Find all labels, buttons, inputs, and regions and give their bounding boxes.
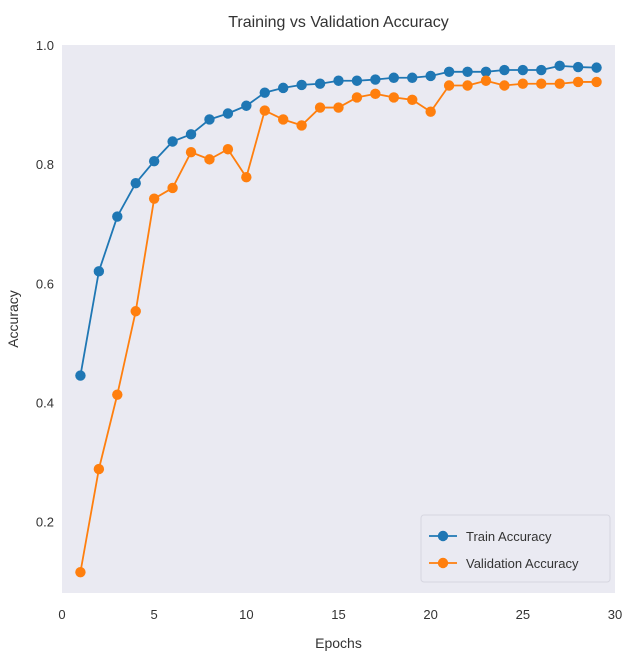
validation-accuracy-point [222,144,234,155]
validation-series [75,75,602,578]
train-accuracy-point [499,64,510,76]
legend: Train Accuracy Validation Accuracy [420,514,611,583]
axes-layer: 0 5 10 15 20 25 30 0.2 0.4 0.6 0.8 1.0 [36,38,622,622]
validation-accuracy-point [351,92,363,103]
train-accuracy-point [554,60,565,72]
validation-accuracy-point [167,182,178,194]
validation-accuracy-point [407,94,418,106]
validation-accuracy-point [185,147,197,158]
y-tick-label: 0.6 [36,276,54,291]
validation-accuracy-point [370,88,381,100]
legend-box [420,514,611,583]
legend-item-train: Train Accuracy [429,529,552,544]
validation-accuracy-point [517,78,529,89]
train-accuracy-point [167,136,178,147]
x-tick-label: 25 [516,607,530,622]
train-accuracy-point [517,64,529,76]
y-axis-label: Accuracy [5,290,21,348]
train-accuracy-point [148,155,160,167]
train-accuracy-point [536,64,547,76]
train-accuracy-point [75,370,86,381]
train-accuracy-point [112,211,123,222]
series-layer [75,60,602,578]
plot-area [62,45,615,593]
train-series [75,60,602,381]
train-accuracy-point [204,114,215,125]
validation-accuracy-point [554,78,565,89]
x-axis-label: Epochs [315,635,362,651]
validation-accuracy-point [314,102,326,113]
train-accuracy-point [259,87,270,98]
legend-label: Train Accuracy [466,529,552,544]
validation-accuracy-point [425,106,436,117]
train-accuracy-point [93,266,105,277]
validation-accuracy-point [93,463,105,475]
train-accuracy-point [443,66,455,78]
chart-title: Training vs Validation Accuracy [228,14,449,31]
validation-accuracy-point [148,193,160,204]
train-accuracy-point [425,70,436,82]
y-tick-label: 0.8 [36,157,54,172]
train-accuracy-point [351,75,363,86]
validation-accuracy-point [443,80,455,91]
legend-item-validation: Validation Accuracy [429,556,579,571]
train-accuracy-point [222,108,234,119]
validation-accuracy-point [278,114,289,125]
x-tick-label: 5 [151,607,158,622]
y-tick-label: 0.2 [36,515,54,530]
legend-label: Validation Accuracy [466,556,579,571]
train-accuracy-point [388,72,399,83]
x-tick-label: 20 [423,607,437,622]
validation-accuracy-point [333,102,344,113]
legend-swatch-marker [437,530,449,542]
legend-items: Train Accuracy Validation Accuracy [429,529,579,571]
train-accuracy-point [130,177,141,189]
validation-accuracy-point [480,75,492,86]
train-accuracy-point [572,61,584,73]
validation-accuracy-point [462,80,473,91]
validation-accuracy-point [75,566,86,578]
train-accuracy-point [333,75,344,86]
x-tick-label: 15 [331,607,345,622]
train-accuracy-point [480,66,492,78]
train-accuracy-point [407,72,418,83]
y-tick-label: 0.4 [36,395,54,410]
validation-accuracy-point [388,92,399,103]
validation-accuracy-point [112,389,123,400]
train-accuracy-point [314,78,326,89]
y-tick-label: 1.0 [36,38,54,53]
x-tick-label: 30 [608,607,622,622]
validation-accuracy-point [130,306,141,317]
validation-accuracy-point [499,80,510,91]
train-accuracy-point [278,82,289,94]
validation-accuracy-point [296,120,307,131]
x-tick-label: 10 [239,607,253,622]
train-accuracy-point [591,62,602,73]
validation-accuracy-point [241,172,252,183]
x-tick-label: 0 [58,607,65,622]
legend-swatch-marker [437,557,449,569]
train-accuracy-point [462,66,473,78]
train-accuracy-point [241,100,252,111]
validation-accuracy-point [591,76,602,88]
validation-accuracy-point [204,154,215,165]
validation-accuracy-point [572,76,584,88]
train-accuracy-point [370,74,381,85]
validation-accuracy-point [259,105,270,116]
train-accuracy-point [296,79,307,91]
train-accuracy-point [185,129,197,140]
validation-accuracy-point [536,78,547,89]
